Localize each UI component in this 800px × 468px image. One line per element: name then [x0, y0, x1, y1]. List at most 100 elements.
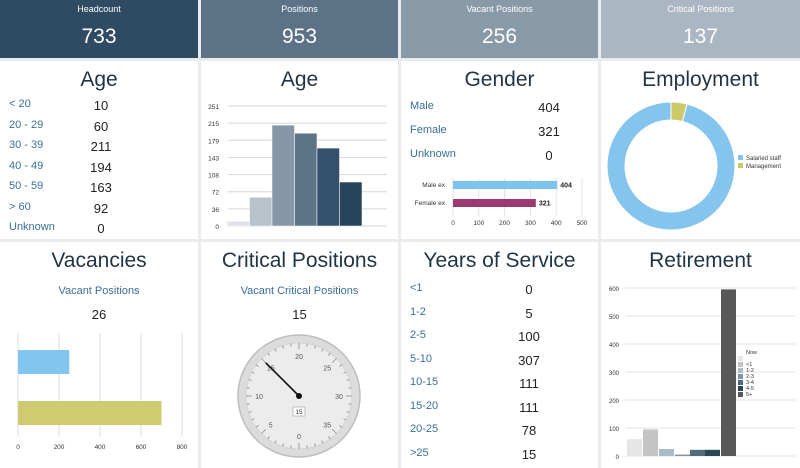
legend-swatch — [738, 155, 743, 160]
x-tick-label: 600 — [136, 444, 147, 451]
row-label: < 20 — [9, 98, 31, 110]
row-label: Unknown — [9, 221, 55, 233]
tile-title: Retirement — [649, 249, 752, 272]
retirement-tile[interactable]: Retirement 0 100 200 300 400 500 600 Now <1 1-2 2-… — [601, 242, 800, 468]
kpi-value: 733 — [81, 25, 117, 48]
retirement-bar — [627, 439, 642, 456]
y-tick-label: 300 — [609, 371, 620, 377]
table-row: 30 - 39 211 — [0, 139, 198, 155]
data-label: 321 — [539, 201, 551, 208]
y-tick-label: 600 — [609, 287, 620, 293]
y-tick-label: 179 — [208, 138, 219, 145]
row-label: Unknown — [410, 148, 456, 160]
row-value: 5 — [525, 305, 533, 321]
vacancies-subtitle: Vacant Positions — [58, 285, 140, 297]
age-table-tile[interactable]: Age < 20 10 20 - 29 60 30 - 39 211 40 - 49 194 5… — [0, 61, 198, 239]
gauge-tick — [346, 411, 350, 413]
gauge-tick-label: 15 — [267, 366, 275, 373]
table-row: 40 - 49 194 — [0, 160, 198, 176]
row-value: 0 — [545, 148, 553, 163]
age-bar — [294, 133, 318, 227]
donut-slice — [670, 101, 688, 123]
age-bar — [271, 124, 295, 227]
kpi-positions[interactable]: Positions 953 — [201, 0, 398, 58]
x-tick-label: 300 — [525, 220, 536, 227]
row-label: 50 - 59 — [9, 180, 44, 192]
row-label: 40 - 49 — [9, 159, 44, 172]
row-value: 163 — [90, 180, 112, 195]
kpi-value: 256 — [481, 25, 518, 48]
retirement-bar — [721, 289, 736, 456]
critical-subtitle: Vacant Critical Positions — [240, 285, 359, 297]
table-row: 10-15 111 — [401, 376, 598, 392]
gauge-tick — [321, 348, 324, 352]
retirement-bar — [690, 449, 705, 456]
critical-value: 15 — [292, 307, 307, 322]
row-value: 0 — [97, 221, 105, 236]
table-row: Female 321 — [401, 124, 598, 140]
table-row: 15-20 111 — [401, 400, 598, 416]
row-value: 211 — [90, 139, 112, 154]
employment-tile[interactable]: Employment Salaried staff Management — [601, 61, 800, 239]
gauge-needle — [265, 362, 300, 397]
table-row: 20-25 78 — [401, 423, 598, 439]
x-tick-label: 100 — [473, 220, 484, 227]
gauge-tick — [255, 425, 259, 428]
row-value: 111 — [519, 399, 539, 415]
gauge-tick — [331, 428, 337, 434]
donut-slice — [606, 101, 736, 231]
legend-label: 4-5 — [746, 386, 754, 392]
tile-title: Age — [280, 68, 319, 91]
y-tick-label: 72 — [212, 190, 220, 197]
years-of-service-tile[interactable]: Years of Service <1 0 1-2 5 2-5 100 5-10 307 10-… — [401, 242, 598, 468]
kpi-critical-positions[interactable]: Critical Positions 137 — [601, 0, 800, 58]
gauge-tick — [274, 440, 277, 444]
kpi-label: Headcount — [77, 4, 121, 14]
x-tick-label: 0 — [16, 444, 20, 451]
tile-title: Vacancies — [51, 249, 147, 272]
table-row: 2-5 100 — [401, 329, 598, 345]
table-row: <1 0 — [401, 282, 598, 298]
table-row: Unknown 0 — [401, 148, 598, 164]
gauge-tick — [267, 352, 270, 356]
vacancies-tile[interactable]: Vacancies Vacant Positions 26 0 200 400 600… — [0, 242, 198, 468]
gauge-center-label: 15 — [295, 409, 303, 416]
legend-swatch — [738, 380, 743, 385]
legend-label: <1 — [746, 362, 752, 368]
retirement-bar — [675, 454, 690, 456]
legend-swatch — [738, 374, 743, 379]
row-label: Male — [410, 100, 434, 112]
tile-title: Gender — [464, 68, 535, 91]
vacancies-bar-chart: 0 200 400 600 800 — [16, 333, 188, 451]
kpi-headcount[interactable]: Headcount 733 — [0, 0, 198, 58]
x-tick-label: 400 — [551, 220, 562, 227]
age-histogram: 0 36 72 108 143 179 215 251 — [208, 104, 387, 231]
row-value: 15 — [521, 446, 537, 462]
gauge-tick — [267, 436, 270, 440]
x-tick-label: 200 — [54, 444, 65, 451]
row-value: 194 — [90, 159, 112, 175]
kpi-label: Vacant Positions — [466, 4, 533, 14]
row-label: 20 - 29 — [9, 118, 44, 131]
kpi-label: Critical Positions — [667, 4, 734, 14]
gauge-tick — [339, 425, 343, 428]
legend-label: 2-3 — [746, 374, 754, 380]
age-chart-tile[interactable]: Age 0 36 72 108 143 179 215 251 — [201, 61, 398, 239]
tile-title: Age — [80, 68, 118, 91]
gauge-tick — [248, 411, 252, 413]
vacancy-bar — [18, 401, 162, 425]
gender-bar — [453, 199, 536, 207]
row-label: 5-10 — [410, 352, 433, 365]
gender-tile[interactable]: Gender Male 404 Female 321 Unknown 0 0 100 200 3… — [401, 61, 598, 239]
gauge-tick-label: 25 — [323, 366, 331, 373]
data-label: 404 — [560, 183, 572, 190]
gauge-tick-label: 20 — [295, 354, 303, 361]
legend-swatch — [738, 362, 743, 367]
retirement-bar — [705, 449, 720, 456]
legend-label: 1-2 — [746, 368, 754, 374]
gauge-tick — [328, 436, 331, 440]
critical-positions-tile[interactable]: Critical Positions Vacant Critical Posit… — [201, 242, 398, 468]
gauge-tick — [282, 345, 284, 349]
kpi-label: Positions — [281, 4, 318, 14]
kpi-vacant-positions[interactable]: Vacant Positions 256 — [401, 0, 598, 58]
